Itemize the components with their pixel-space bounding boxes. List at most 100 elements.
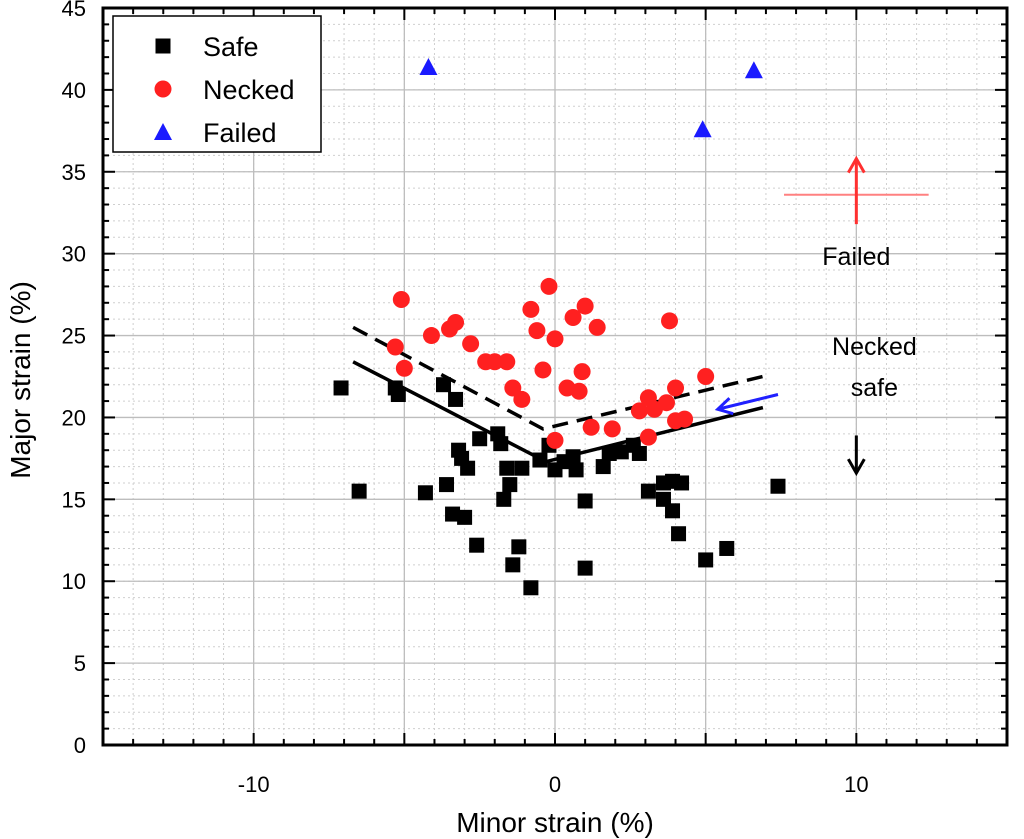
necked-point (639, 428, 657, 446)
safe-point (601, 445, 617, 461)
safe-point (505, 557, 521, 573)
necked-point (528, 322, 546, 340)
y-tick-label: 15 (62, 487, 86, 512)
necked-limit-dashed-line (352, 325, 764, 431)
safe-point (613, 444, 629, 460)
x-tick-label: 0 (549, 772, 561, 797)
necked-point (564, 309, 582, 327)
annotations: Failed Necked safe (822, 243, 917, 402)
annotation-arrows (714, 155, 866, 477)
safe-point (565, 449, 581, 465)
necked-point (422, 327, 440, 345)
safe-point (472, 431, 488, 447)
failed-point (693, 120, 712, 138)
necked-point (588, 318, 606, 336)
safe-point (496, 491, 512, 507)
y-tick-label: 10 (62, 569, 86, 594)
y-tick-label: 25 (62, 324, 86, 349)
necked-point (697, 368, 715, 385)
legend-marker-failed (154, 123, 172, 140)
safe-point (460, 460, 476, 476)
legend: Safe Necked Failed (112, 15, 322, 153)
legend-label: Necked (203, 75, 295, 105)
safe-point (719, 540, 735, 556)
y-tick-label: 20 (62, 405, 86, 430)
necked-point (603, 420, 621, 438)
y-tick-label: 35 (62, 160, 86, 185)
necked-point (513, 390, 531, 408)
necked-point (667, 379, 685, 397)
necked-point (573, 363, 591, 381)
safe-point (502, 477, 518, 493)
safe-point (770, 478, 786, 494)
necked-point (576, 297, 594, 315)
legend-marker-safe (155, 38, 171, 54)
y-tick-label: 45 (62, 0, 86, 21)
necked-point (540, 277, 558, 295)
necked-point (546, 431, 564, 449)
safe-point (448, 391, 464, 407)
arrow-head (714, 397, 734, 416)
safe-point (577, 493, 593, 509)
legend-label: Safe (203, 32, 259, 62)
legend-label: Failed (203, 118, 277, 148)
x-tick-label: 10 (844, 772, 868, 797)
safe-point (499, 460, 515, 476)
safe-point (631, 445, 647, 461)
necked-point (486, 353, 504, 371)
tick-labels: -10 0 10 0 5 10 15 20 25 30 35 40 45 (62, 0, 869, 797)
y-tick-label: 30 (62, 242, 86, 267)
y-tick-label: 0 (74, 733, 86, 758)
necked-point (504, 379, 522, 397)
safe-point (698, 552, 714, 568)
safe-point (390, 387, 406, 403)
necked-point (522, 300, 540, 318)
annotation-label: Necked (832, 333, 917, 361)
safe-point (439, 477, 455, 493)
necked-point (676, 410, 694, 428)
safe-point (436, 377, 452, 393)
safe-point (469, 537, 485, 553)
x-tick-label: -10 (238, 772, 270, 797)
arrow-head (847, 458, 866, 477)
necked-point (570, 382, 588, 400)
necked-point (534, 361, 552, 379)
safe-point (514, 460, 530, 476)
annotation-label: safe (851, 374, 898, 402)
necked-point (546, 330, 564, 348)
safe-point (351, 483, 367, 499)
safe-point (568, 462, 584, 478)
necked-point (661, 312, 679, 330)
safe-point (674, 475, 690, 491)
safe-point (457, 509, 473, 525)
safe-point (655, 491, 671, 507)
safe-point (417, 485, 433, 501)
safe-point (640, 483, 656, 499)
safe-point (595, 459, 611, 475)
necked-point (657, 394, 675, 412)
plot-frame (101, 6, 1009, 747)
legend-marker-necked (154, 80, 172, 98)
necked-point (582, 418, 600, 436)
safe-point (493, 436, 509, 452)
safe-point (665, 503, 681, 519)
legend-box (112, 15, 322, 153)
safe-point (511, 539, 527, 555)
x-axis-title: Minor strain (%) (456, 807, 654, 838)
safe-point (523, 580, 539, 596)
y-axis-title: Major strain (%) (5, 281, 36, 479)
necked-point (392, 291, 410, 309)
safe-point (532, 452, 548, 468)
failed-point (744, 61, 763, 79)
safe-point (577, 560, 593, 576)
necked-point (630, 402, 648, 420)
y-tick-label: 5 (74, 651, 86, 676)
safe-point (671, 526, 687, 542)
safe-point (445, 506, 461, 522)
necked-point (386, 338, 404, 356)
necked-point (447, 313, 465, 331)
necked-point (395, 359, 413, 377)
arrow-shaft (717, 393, 779, 411)
y-tick-label: 40 (62, 78, 86, 103)
